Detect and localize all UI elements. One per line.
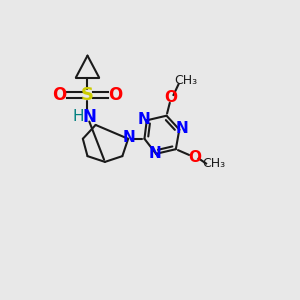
Text: O: O [52, 86, 67, 104]
Text: N: N [83, 108, 97, 126]
Text: CH₃: CH₃ [175, 74, 198, 87]
Text: O: O [108, 86, 122, 104]
Text: N: N [123, 130, 136, 145]
Text: O: O [165, 90, 178, 105]
Text: N: N [138, 112, 151, 127]
Text: N: N [148, 146, 161, 161]
Text: H: H [73, 109, 84, 124]
Text: CH₃: CH₃ [202, 157, 225, 169]
Text: O: O [188, 150, 201, 165]
Text: S: S [81, 86, 94, 104]
Text: N: N [175, 121, 188, 136]
